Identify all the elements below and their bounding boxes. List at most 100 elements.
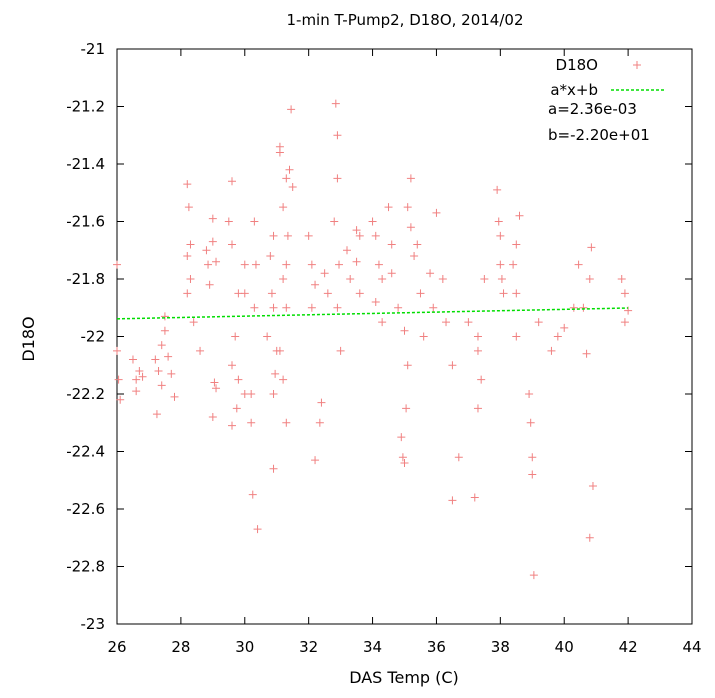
data-point bbox=[279, 203, 288, 212]
data-point bbox=[402, 404, 411, 413]
data-point bbox=[585, 533, 594, 542]
data-point bbox=[208, 413, 217, 421]
data-point bbox=[470, 493, 479, 502]
data-point bbox=[114, 375, 123, 384]
data-point bbox=[617, 275, 626, 283]
data-point bbox=[228, 421, 236, 430]
data-point bbox=[384, 203, 393, 212]
data-point bbox=[205, 280, 214, 289]
data-point bbox=[279, 375, 288, 384]
data-point bbox=[269, 303, 278, 312]
data-point bbox=[152, 410, 161, 419]
data-point bbox=[355, 231, 364, 240]
data-point bbox=[620, 318, 629, 327]
chart-title: 1-min T-Pump2, D18O, 2014/02 bbox=[286, 11, 523, 29]
data-point bbox=[232, 404, 241, 413]
data-point bbox=[202, 246, 211, 255]
data-point bbox=[368, 217, 377, 226]
y-axis-label: D18O bbox=[19, 316, 38, 361]
data-point bbox=[330, 217, 339, 226]
data-point bbox=[448, 496, 457, 505]
data-point bbox=[529, 571, 538, 580]
data-point bbox=[371, 298, 380, 306]
data-point bbox=[228, 361, 236, 370]
x-tick-label: 42 bbox=[619, 638, 638, 656]
y-tick-label: -22 bbox=[81, 328, 106, 346]
data-point bbox=[509, 260, 518, 269]
data-point bbox=[311, 280, 320, 289]
data-point bbox=[429, 303, 438, 312]
data-point bbox=[419, 332, 428, 341]
y-tick-label: -21.4 bbox=[66, 155, 105, 173]
legend-label-fit: a*x+b bbox=[550, 81, 598, 99]
data-point bbox=[515, 211, 524, 220]
x-tick-label: 38 bbox=[491, 638, 510, 656]
data-point bbox=[304, 231, 313, 240]
data-point bbox=[186, 275, 195, 283]
data-point bbox=[251, 260, 260, 269]
x-axis-label: DAS Temp (C) bbox=[349, 668, 459, 687]
data-point bbox=[454, 453, 463, 462]
x-tick-label: 34 bbox=[363, 638, 382, 656]
data-point bbox=[287, 105, 296, 114]
data-point bbox=[240, 260, 249, 269]
data-point bbox=[352, 226, 361, 235]
data-point bbox=[231, 332, 240, 341]
x-tick-label: 36 bbox=[427, 638, 446, 656]
data-point bbox=[183, 289, 192, 298]
y-tick-label: -22.8 bbox=[66, 558, 105, 576]
y-tick-label: -21 bbox=[81, 40, 106, 58]
data-point bbox=[394, 303, 403, 312]
y-tick-label: -21.2 bbox=[66, 98, 105, 116]
data-point bbox=[184, 203, 193, 212]
data-point bbox=[157, 381, 166, 390]
data-point bbox=[496, 231, 505, 240]
data-point bbox=[473, 346, 482, 355]
x-tick-label: 26 bbox=[107, 638, 126, 656]
data-point bbox=[307, 303, 316, 312]
data-point bbox=[160, 326, 169, 335]
fit-coefficient-b: b=-2.20e+01 bbox=[548, 126, 650, 144]
data-point bbox=[315, 418, 324, 427]
data-point bbox=[279, 275, 288, 283]
x-tick-label: 40 bbox=[555, 638, 574, 656]
data-point bbox=[196, 346, 205, 355]
data-point bbox=[204, 260, 213, 269]
data-point bbox=[282, 303, 291, 312]
data-point bbox=[378, 318, 387, 327]
data-point bbox=[138, 372, 147, 381]
x-tick-label: 30 bbox=[235, 638, 254, 656]
data-point bbox=[160, 312, 169, 321]
data-point bbox=[582, 349, 591, 358]
data-point bbox=[333, 131, 342, 140]
data-point bbox=[212, 384, 221, 393]
data-point bbox=[352, 257, 361, 266]
data-point bbox=[371, 231, 380, 240]
data-point bbox=[157, 341, 166, 350]
data-point bbox=[285, 165, 294, 174]
data-point bbox=[426, 269, 435, 278]
legend-marker-d18o bbox=[633, 61, 641, 69]
data-point bbox=[164, 352, 173, 361]
data-point bbox=[442, 318, 451, 327]
data-point bbox=[307, 260, 316, 269]
data-point bbox=[585, 275, 594, 283]
data-point bbox=[320, 269, 329, 278]
data-point bbox=[499, 289, 508, 298]
data-point bbox=[387, 240, 396, 249]
data-point bbox=[343, 246, 351, 255]
data-point bbox=[336, 346, 345, 355]
data-point bbox=[253, 525, 262, 534]
data-point bbox=[624, 306, 633, 315]
data-point bbox=[432, 208, 441, 217]
data-point bbox=[403, 361, 412, 370]
data-point bbox=[282, 418, 291, 427]
data-point bbox=[210, 378, 219, 387]
data-point bbox=[269, 390, 278, 398]
data-point bbox=[480, 275, 489, 283]
data-point bbox=[248, 490, 257, 499]
data-point bbox=[234, 375, 243, 384]
data-point bbox=[186, 240, 195, 249]
data-point bbox=[275, 346, 284, 355]
